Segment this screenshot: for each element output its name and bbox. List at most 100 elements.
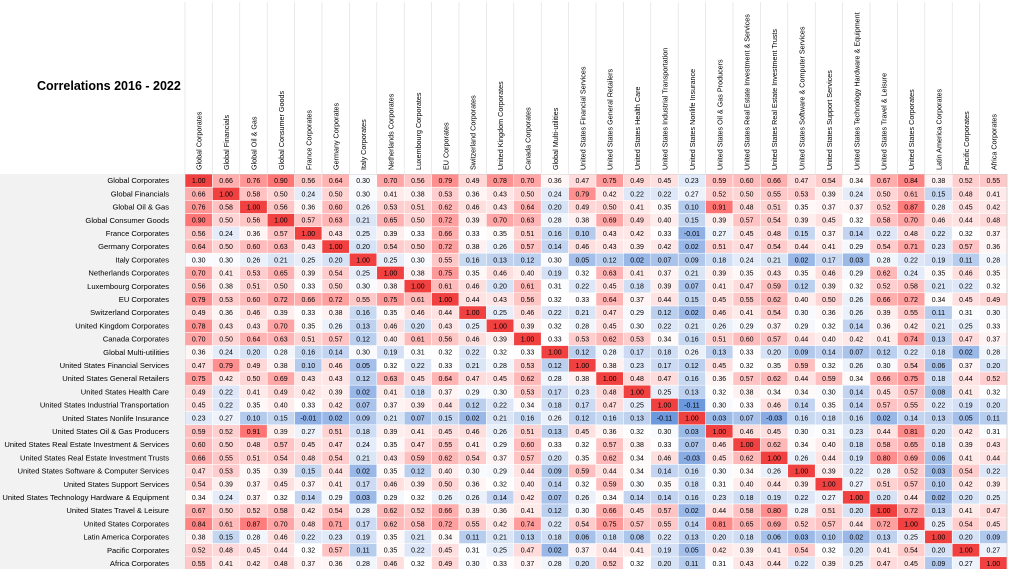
cell-value-label: 0.15 — [219, 535, 233, 542]
cell-value-label: 0.58 — [904, 284, 918, 291]
cell-value-label: 0.21 — [685, 323, 699, 330]
cell-value-label: 0.54 — [329, 508, 343, 515]
cell-value-label: 0.32 — [986, 389, 1000, 396]
cell-value-label: 0.42 — [959, 482, 973, 489]
cell-value-label: 0.61 — [904, 191, 918, 198]
cell-value-label: 0.76 — [247, 178, 261, 185]
cell-value-label: 0.37 — [822, 231, 836, 238]
cell-value-label: 0.16 — [301, 350, 315, 357]
cell-value-label: 0.46 — [411, 310, 425, 317]
cell-value-label: 0.17 — [658, 363, 672, 370]
cell-value-label: 1.00 — [767, 455, 781, 462]
cell-value-label: 0.29 — [466, 389, 480, 396]
cell-value-label: 0.45 — [822, 218, 836, 225]
cell-value-label: 0.24 — [740, 257, 754, 264]
cell-value-label: 0.36 — [466, 191, 480, 198]
cell-value-label: 0.14 — [849, 403, 863, 410]
cell-value-label: 0.32 — [849, 218, 863, 225]
cell-value-label: 0.28 — [274, 350, 288, 357]
cell-value-label: 0.28 — [795, 508, 809, 515]
cell-value-label: 0.24 — [904, 271, 918, 278]
cell-value-label: 0.46 — [274, 535, 288, 542]
cell-value-label: 0.50 — [329, 284, 343, 291]
row-label: United States Real Estate Investment Tru… — [20, 453, 169, 462]
cell-value-label: 0.41 — [712, 284, 726, 291]
column-label: United States Real Estate Investment Tru… — [770, 29, 779, 170]
cell-value-label: 0.40 — [521, 482, 535, 489]
cell-value-label: 0.23 — [630, 363, 644, 370]
cell-value-label: 0.48 — [959, 191, 973, 198]
cell-value-label: 0.03 — [849, 257, 863, 264]
cell-value-label: 0.33 — [301, 310, 315, 317]
cell-value-label: 0.09 — [548, 469, 562, 476]
cell-value-label: 0.72 — [904, 297, 918, 304]
column-label: Global Oil & Gas — [250, 116, 259, 170]
cell-value-label: 0.22 — [986, 469, 1000, 476]
cell-value-label: 1.00 — [904, 521, 918, 528]
cell-value-label: 0.31 — [986, 429, 1000, 436]
cell-value-label: 0.26 — [438, 495, 452, 502]
cell-value-label: 0.11 — [357, 548, 370, 555]
cell-value-label: 0.02 — [630, 257, 644, 264]
cell-value-label: 0.45 — [630, 508, 644, 515]
cell-value-label: 0.45 — [959, 297, 973, 304]
cell-value-label: 0.45 — [904, 561, 918, 568]
cell-value-label: 0.02 — [932, 495, 946, 502]
cell-value-label: 0.79 — [192, 297, 206, 304]
cell-value-label: 0.21 — [356, 455, 370, 462]
cell-value-label: 0.40 — [438, 469, 452, 476]
cell-value-label: 0.47 — [658, 376, 672, 383]
cell-value-label: 0.15 — [438, 416, 452, 423]
cell-value-label: 0.46 — [712, 310, 726, 317]
cell-value-label: 0.36 — [548, 178, 562, 185]
cell-value-label: 0.13 — [548, 429, 562, 436]
column-label: United States Corporates — [907, 89, 916, 170]
cell-value-label: 0.33 — [548, 337, 562, 344]
cell-value-label: 0.61 — [521, 284, 535, 291]
cell-value-label: 0.51 — [521, 429, 535, 436]
cell-value-label: 0.33 — [438, 363, 452, 370]
cell-value-label: 0.51 — [329, 429, 343, 436]
cell-value-label: 0.47 — [986, 508, 1000, 515]
cell-value-label: 0.49 — [192, 310, 206, 317]
row-label: Italy Corporates — [115, 255, 169, 264]
cell-value-label: 0.25 — [904, 535, 918, 542]
cell-value-label: 0.46 — [466, 429, 480, 436]
cell-value-label: 0.50 — [438, 482, 452, 489]
cell-value-label: 0.58 — [219, 205, 233, 212]
cell-value-label: 0.75 — [603, 521, 617, 528]
cell-value-label: 0.72 — [329, 297, 343, 304]
cell-value-label: 0.43 — [603, 231, 617, 238]
cell-value-label: 0.20 — [575, 561, 589, 568]
cell-value-label: 0.29 — [849, 244, 863, 251]
cell-value-label: 0.27 — [986, 548, 1000, 555]
cell-value-label: 0.69 — [274, 376, 288, 383]
column-label: Global Corporates — [195, 111, 204, 170]
cell-value-label: 0.55 — [904, 403, 918, 410]
cell-value-label: 0.12 — [548, 363, 562, 370]
cell-value-label: 0.44 — [521, 469, 535, 476]
column-label: Italy Corporates — [359, 119, 368, 170]
cell-value-label: 0.46 — [740, 429, 754, 436]
cell-value-label: 1.00 — [822, 482, 836, 489]
cell-value-label: 0.59 — [795, 363, 809, 370]
cell-value-label: 0.74 — [521, 521, 535, 528]
cell-value-label: 0.54 — [904, 548, 918, 555]
cell-value-label: 0.22 — [575, 284, 589, 291]
row-label: EU Corporates — [119, 295, 169, 304]
cell-value-label: 0.32 — [822, 363, 836, 370]
cell-value-label: 0.30 — [795, 429, 809, 436]
cell-value-label: 0.16 — [849, 416, 863, 423]
cell-value-label: 0.46 — [384, 323, 398, 330]
cell-value-label: 0.31 — [466, 548, 480, 555]
cell-value-label: -0.03 — [766, 416, 782, 423]
cell-value-label: 0.35 — [384, 535, 398, 542]
cell-value-label: 0.50 — [274, 191, 288, 198]
cell-value-label: 0.35 — [247, 403, 261, 410]
cell-value-label: 0.34 — [795, 389, 809, 396]
cell-value-label: 0.66 — [877, 376, 891, 383]
cell-value-label: 0.16 — [603, 416, 617, 423]
cell-value-label: 0.37 — [521, 561, 535, 568]
cell-value-label: 0.43 — [493, 191, 507, 198]
